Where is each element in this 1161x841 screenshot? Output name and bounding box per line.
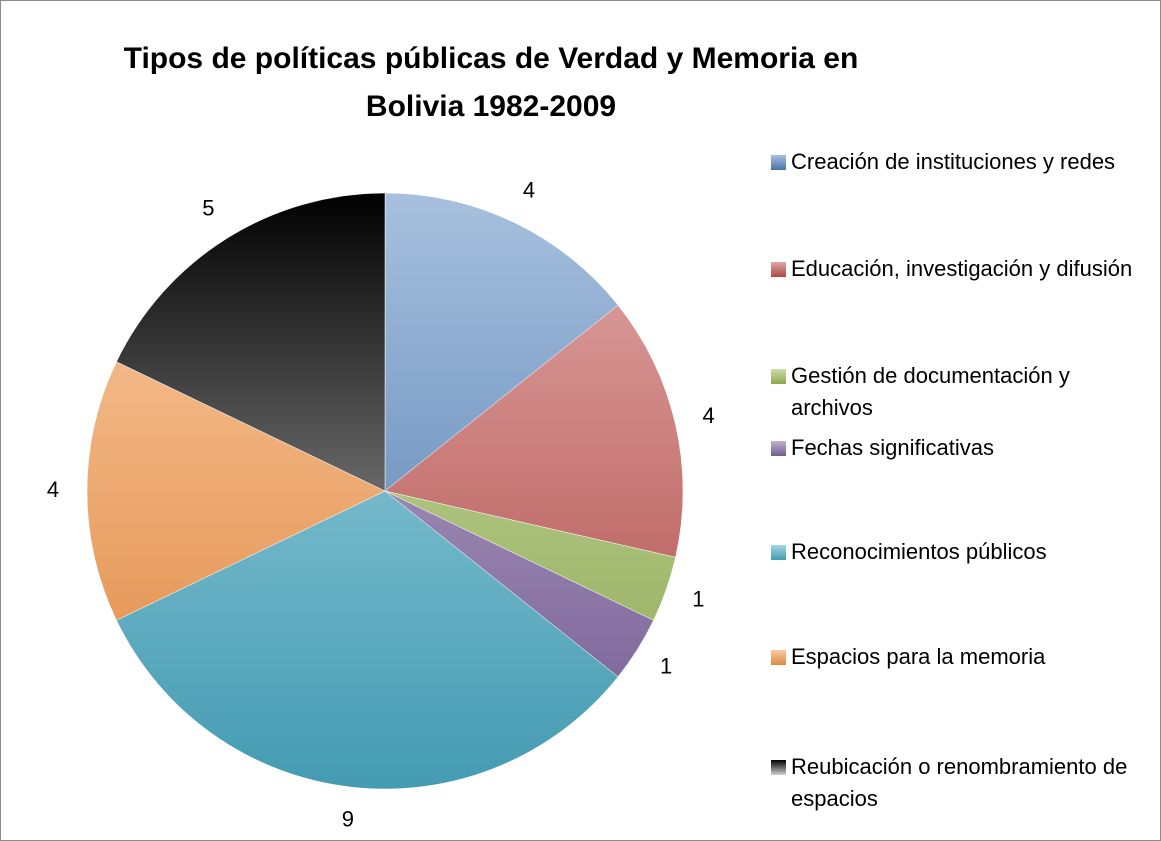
legend-label: Reubicación o renombramiento de espacios	[791, 754, 1128, 811]
chart-title: Tipos de políticas públicas de Verdad y …	[123, 42, 859, 123]
legend-swatch	[771, 369, 786, 384]
legend-label: Fechas significativas	[791, 435, 994, 460]
legend-label: Educación, investigación y difusión	[791, 256, 1133, 281]
legend-swatch	[771, 262, 786, 277]
legend-item: Educación, investigación y difusión	[771, 253, 1156, 285]
legend-item: Reconocimientos públicos	[771, 536, 1156, 568]
data-label: 1	[692, 586, 704, 611]
pie-slice	[116, 490, 619, 790]
pie-slice	[86, 361, 386, 621]
data-label: 4	[703, 403, 715, 428]
pie-slice	[384, 304, 684, 558]
legend-swatch	[771, 545, 786, 560]
legend-label: Gestión de documentación y archivos	[791, 363, 1070, 420]
data-label: 5	[202, 196, 214, 221]
legend-item: Gestión de documentación y archivos	[771, 360, 1156, 424]
data-label: 1	[660, 653, 672, 678]
legend-swatch	[771, 441, 786, 456]
legend-item: Creación de instituciones y redes	[771, 146, 1156, 178]
legend-label: Creación de instituciones y redes	[791, 149, 1116, 174]
legend-swatch	[771, 155, 786, 170]
pie-slice	[384, 192, 619, 492]
legend-label: Reconocimientos públicos	[791, 539, 1047, 564]
legend-label: Espacios para la memoria	[791, 644, 1046, 669]
data-label: 4	[523, 178, 535, 203]
legend-swatch	[771, 650, 786, 665]
legend-item: Espacios para la memoria	[771, 641, 1156, 673]
data-label: 9	[342, 807, 354, 832]
legend-item: Fechas significativas	[771, 432, 1156, 464]
legend-swatch	[771, 760, 786, 775]
data-label: 4	[47, 477, 59, 502]
legend-item: Reubicación o renombramiento de espacios	[771, 751, 1156, 815]
pie-slice	[116, 192, 386, 492]
